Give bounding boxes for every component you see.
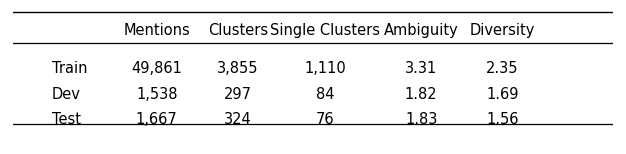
Text: 1,667: 1,667 [136, 112, 178, 127]
Text: Mentions: Mentions [123, 23, 190, 38]
Text: 1,110: 1,110 [304, 61, 346, 76]
Text: Train: Train [51, 61, 87, 76]
Text: 3.31: 3.31 [405, 61, 438, 76]
Text: 297: 297 [224, 87, 252, 101]
Text: Ambiguity: Ambiguity [384, 23, 459, 38]
Text: Dev: Dev [51, 87, 81, 101]
Text: Clusters: Clusters [208, 23, 268, 38]
Text: 3,855: 3,855 [217, 61, 259, 76]
Text: 2.35: 2.35 [486, 61, 518, 76]
Text: Test: Test [51, 112, 81, 127]
Text: 1.56: 1.56 [486, 112, 518, 127]
Text: 1.69: 1.69 [486, 87, 518, 101]
Text: 76: 76 [316, 112, 334, 127]
Text: 1,538: 1,538 [136, 87, 178, 101]
Text: 49,861: 49,861 [131, 61, 182, 76]
Text: 84: 84 [316, 87, 334, 101]
Text: 1.83: 1.83 [405, 112, 438, 127]
Text: Diversity: Diversity [470, 23, 535, 38]
Text: 324: 324 [224, 112, 252, 127]
Text: 1.82: 1.82 [405, 87, 438, 101]
Text: Single Clusters: Single Clusters [270, 23, 380, 38]
